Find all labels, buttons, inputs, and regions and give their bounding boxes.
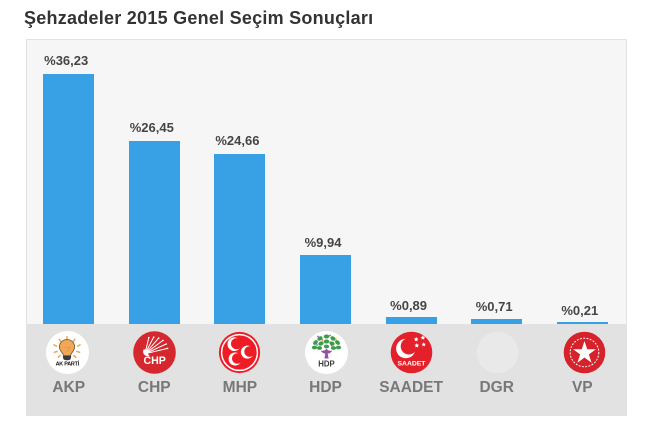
svg-text:AK PARTİ: AK PARTİ bbox=[56, 360, 80, 367]
svg-text:HDP: HDP bbox=[318, 359, 334, 368]
svg-text:CHP: CHP bbox=[144, 355, 166, 367]
svg-text:SAADET: SAADET bbox=[397, 360, 426, 367]
